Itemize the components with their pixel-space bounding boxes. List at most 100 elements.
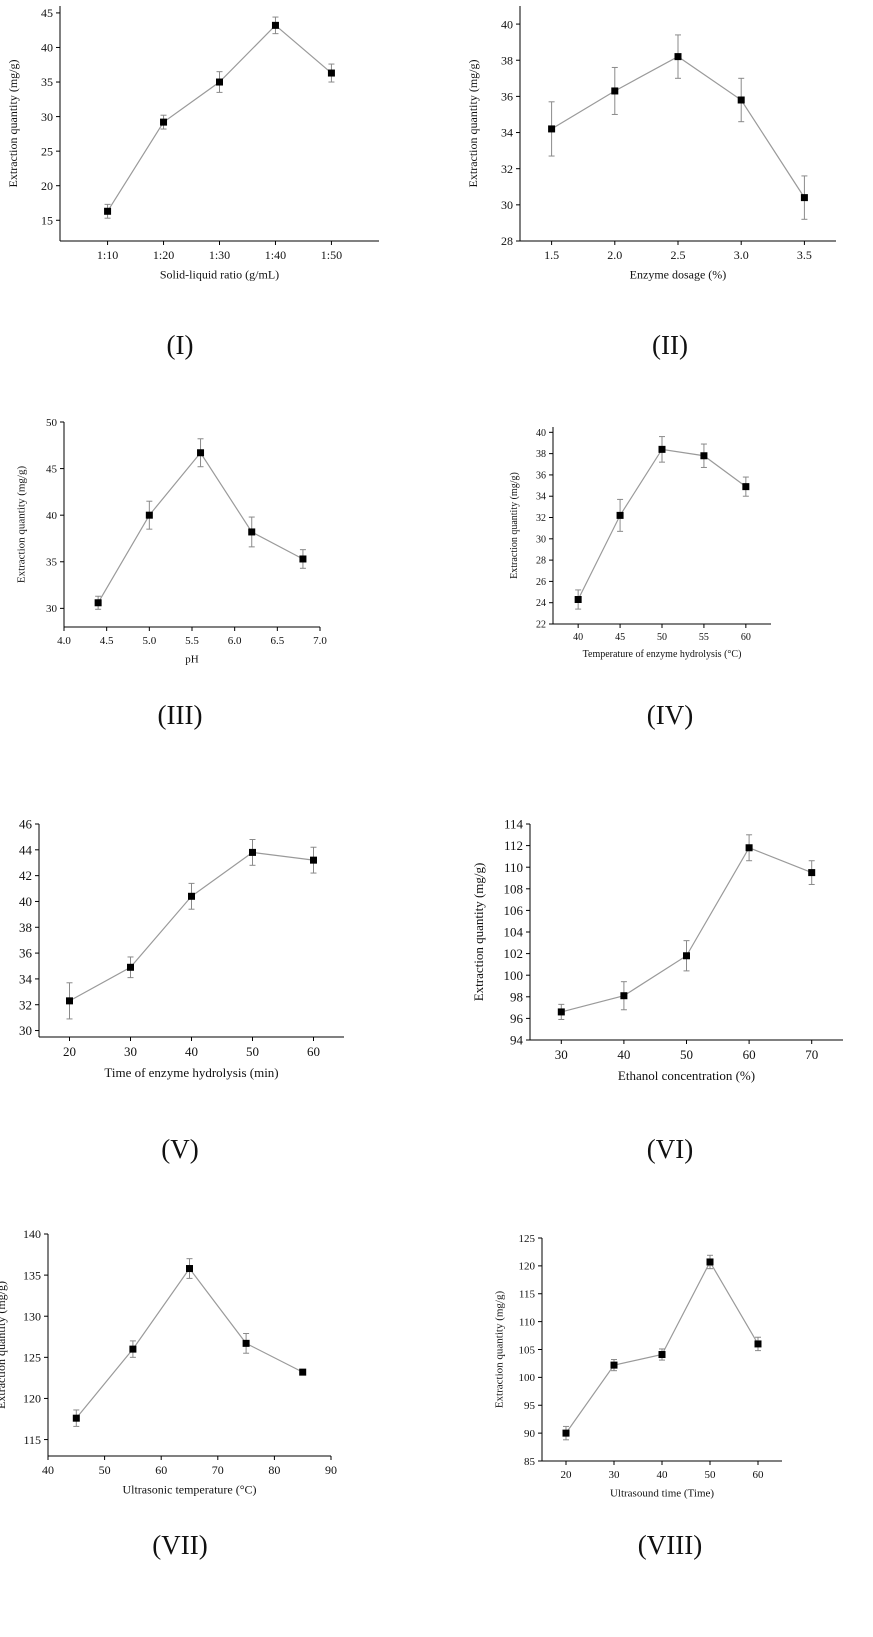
x-tick-label: 50: [246, 1044, 259, 1059]
data-point: [127, 963, 134, 971]
x-tick-label: 40: [42, 1463, 54, 1477]
chart-svg-8: 85 90 95 100 105 110 115 120 125 20 30 40 50 60 Ultras…: [493, 1233, 782, 1499]
y-tick-label: 28: [536, 556, 546, 567]
chart-panel-3: 30 35 40 45 50 4.0 4.5 5.0 5.5 6.0 6.5 7.0 pH Extract…: [0, 410, 436, 820]
y-tick-label: 34: [501, 126, 513, 140]
data-point: [745, 844, 753, 852]
chart-panel-6: 94 96 98 100 102 104 106 108 110 112 114 30 40 50 60 70…: [436, 817, 873, 1230]
panel-label-3: (III): [157, 700, 203, 730]
y-tick-label: 28: [501, 234, 513, 248]
series-line: [565, 1260, 759, 1434]
y-axis-label: Extraction quantity (mg/g): [0, 1281, 8, 1409]
chart-panel-2: 28 30 32 34 36 38 40 1.5 2.0 2.5 3.0 3.5 Enzyme dosa…: [436, 0, 873, 410]
y-tick-label: 95: [524, 1400, 536, 1412]
y-tick-label: 30: [41, 110, 53, 124]
data-point: [683, 952, 690, 960]
chart-svg-4: 22 24 26 28 30 32 34 36 38 40 40 45 50 55 60 Temperatur…: [509, 427, 771, 660]
x-tick-label: 40: [657, 1469, 669, 1481]
chart-svg-2: 28 30 32 34 36 38 40 1.5 2.0 2.5 3.0 3.5 Enzyme dosa…: [466, 6, 836, 282]
y-tick-label: 112: [504, 838, 523, 853]
y-tick-label: 35: [46, 557, 58, 569]
data-point: [249, 848, 256, 856]
data-point: [188, 892, 195, 900]
data-point: [616, 511, 624, 519]
y-tick-label: 115: [23, 1433, 41, 1447]
x-tick-label: 80: [268, 1463, 280, 1477]
series-line: [75, 1267, 303, 1419]
data-point: [160, 118, 168, 126]
y-tick-label: 96: [510, 1011, 524, 1026]
data-point: [562, 1429, 570, 1437]
y-axis-label: Extraction quantity (mg/g): [493, 1291, 505, 1409]
y-axis-label: Extraction quantity (mg/g): [509, 472, 520, 579]
x-tick-label: 30: [555, 1047, 568, 1062]
panel-label-2: (II): [652, 330, 688, 360]
data-point: [742, 483, 750, 491]
series-line: [69, 851, 314, 1002]
y-tick-label: 40: [536, 428, 546, 439]
x-tick-label: 70: [212, 1463, 224, 1477]
y-tick-label: 46: [19, 817, 33, 832]
x-tick-label: 2.0: [607, 248, 622, 262]
y-tick-label: 22: [536, 620, 546, 631]
chart-svg-1: 15 20 25 30 35 40 45 1:10 1:20 1:30 1:40 1:50 Solid-…: [6, 6, 379, 282]
x-tick-label: 1:30: [209, 248, 230, 262]
data-point: [186, 1265, 193, 1273]
data-point: [700, 452, 708, 460]
x-axis-label: Time of enzyme hydrolysis (min): [104, 1065, 278, 1080]
y-tick-label: 35: [41, 75, 53, 89]
data-point: [557, 1008, 565, 1016]
data-point: [610, 1361, 618, 1369]
series-line: [107, 24, 332, 212]
x-tick-label: 60: [743, 1047, 756, 1062]
chart-panel-7: 115 120 125 130 135 140 40 50 60 70 80 90 Ultrasonic…: [0, 1227, 436, 1637]
panel-label-6: (VI): [646, 1134, 694, 1164]
x-tick-label: 60: [155, 1463, 167, 1477]
x-tick-label: 2.5: [671, 248, 686, 262]
y-tick-label: 15: [41, 213, 53, 227]
y-tick-label: 24: [536, 598, 546, 609]
chart-svg-7: 115 120 125 130 135 140 40 50 60 70 80 90 Ultrasonic…: [0, 1227, 337, 1496]
y-tick-label: 32: [501, 162, 513, 176]
y-tick-label: 90: [524, 1428, 536, 1440]
y-tick-label: 36: [19, 946, 33, 961]
data-point: [299, 1368, 307, 1376]
chart-panel-5: 30 32 34 36 38 40 42 44 46 20 30 40 50 60 Time of enzy…: [0, 817, 436, 1230]
y-tick-label: 110: [504, 860, 523, 875]
panel-label-7: (VII): [152, 1530, 208, 1560]
chart-panel-4: 22 24 26 28 30 32 34 36 38 40 40 45 50 55 60 Temperatur…: [436, 410, 873, 820]
y-tick-label: 120: [23, 1392, 41, 1406]
x-axis-label: Solid-liquid ratio (g/mL): [160, 268, 279, 282]
x-tick-label: 1:40: [265, 248, 286, 262]
x-tick-label: 4.5: [100, 635, 114, 647]
y-tick-label: 85: [524, 1456, 536, 1468]
y-tick-label: 45: [41, 6, 53, 20]
y-tick-label: 40: [46, 510, 58, 522]
series-line: [561, 847, 812, 1013]
y-tick-label: 36: [501, 90, 513, 104]
chart-panel-8: 85 90 95 100 105 110 115 120 125 20 30 40 50 60 Ultras…: [436, 1230, 873, 1637]
x-tick-label: 5.5: [185, 635, 199, 647]
x-tick-label: 60: [307, 1044, 320, 1059]
data-point: [674, 53, 682, 61]
y-tick-label: 100: [504, 968, 524, 983]
y-tick-label: 30: [536, 534, 546, 545]
data-point: [94, 599, 102, 607]
x-tick-label: 6.0: [228, 635, 242, 647]
panel-label-4: (IV): [646, 700, 694, 730]
y-tick-label: 45: [46, 463, 58, 475]
x-tick-label: 5.0: [142, 635, 156, 647]
data-point: [548, 125, 556, 133]
y-tick-label: 32: [19, 997, 32, 1012]
x-axis-label: Ethanol concentration (%): [618, 1068, 755, 1083]
y-axis-label: Extraction quantity (mg/g): [15, 466, 27, 584]
x-tick-label: 4.0: [57, 635, 71, 647]
y-tick-label: 115: [519, 1289, 536, 1301]
y-tick-label: 135: [23, 1268, 41, 1282]
y-tick-label: 40: [19, 894, 32, 909]
x-tick-label: 6.5: [270, 635, 284, 647]
chart-svg-5: 30 32 34 36 38 40 42 44 46 20 30 40 50 60 Time of enzy…: [19, 817, 344, 1080]
y-tick-label: 140: [23, 1227, 41, 1241]
y-axis-label: Extraction quantity (mg/g): [6, 60, 20, 188]
x-tick-label: 55: [699, 632, 709, 643]
